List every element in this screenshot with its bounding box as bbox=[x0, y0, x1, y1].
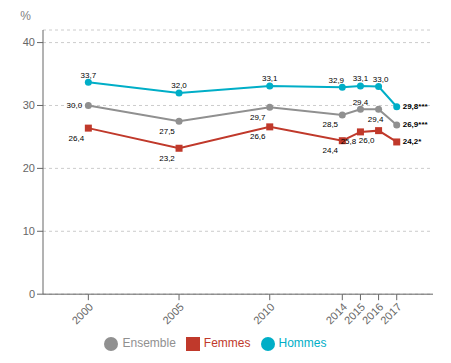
svg-text:32,9: 32,9 bbox=[329, 76, 345, 85]
svg-text:29,7: 29,7 bbox=[250, 113, 266, 122]
svg-text:32,0: 32,0 bbox=[171, 81, 187, 90]
svg-text:2005: 2005 bbox=[160, 301, 186, 327]
svg-text:33,0: 33,0 bbox=[373, 75, 389, 84]
svg-text:20: 20 bbox=[23, 162, 35, 174]
svg-text:26,0: 26,0 bbox=[359, 136, 375, 145]
svg-text:24,4: 24,4 bbox=[323, 146, 339, 155]
svg-text:0: 0 bbox=[29, 288, 35, 300]
svg-text:26,9***: 26,9*** bbox=[403, 120, 429, 129]
svg-text:33,1: 33,1 bbox=[353, 74, 369, 83]
html-text:Hommes: Hommes bbox=[278, 336, 327, 351]
svg-text:33,7: 33,7 bbox=[81, 71, 97, 80]
svg-text:2017: 2017 bbox=[378, 301, 404, 327]
svg-text:2000: 2000 bbox=[69, 301, 95, 327]
html-text:Ensemble: Ensemble bbox=[122, 336, 176, 351]
svg-text:26,6: 26,6 bbox=[250, 132, 266, 141]
svg-text:23,2: 23,2 bbox=[159, 154, 175, 163]
svg-text:29,4: 29,4 bbox=[353, 98, 369, 107]
svg-text:29,4: 29,4 bbox=[368, 115, 384, 124]
svg-text:2016: 2016 bbox=[359, 300, 386, 327]
svg-text:24,2*: 24,2* bbox=[403, 137, 423, 146]
svg-text:28,5: 28,5 bbox=[323, 120, 339, 129]
svg-text:%: % bbox=[20, 9, 31, 23]
svg-text:2010: 2010 bbox=[251, 301, 277, 327]
svg-text:25,8: 25,8 bbox=[341, 137, 357, 146]
svg-text:10: 10 bbox=[23, 225, 35, 237]
svg-text:29,8***: 29,8*** bbox=[403, 102, 429, 111]
svg-text:2015: 2015 bbox=[341, 300, 368, 327]
svg-text:33,1: 33,1 bbox=[262, 74, 278, 83]
svg-text:26,4: 26,4 bbox=[69, 134, 85, 143]
html-text:Femmes: Femmes bbox=[203, 336, 251, 351]
svg-text:2014: 2014 bbox=[323, 300, 350, 327]
svg-text:27,5: 27,5 bbox=[159, 127, 175, 136]
svg-text:30,0: 30,0 bbox=[67, 101, 83, 110]
svg-text:30: 30 bbox=[23, 99, 35, 111]
svg-text:40: 40 bbox=[23, 36, 35, 48]
